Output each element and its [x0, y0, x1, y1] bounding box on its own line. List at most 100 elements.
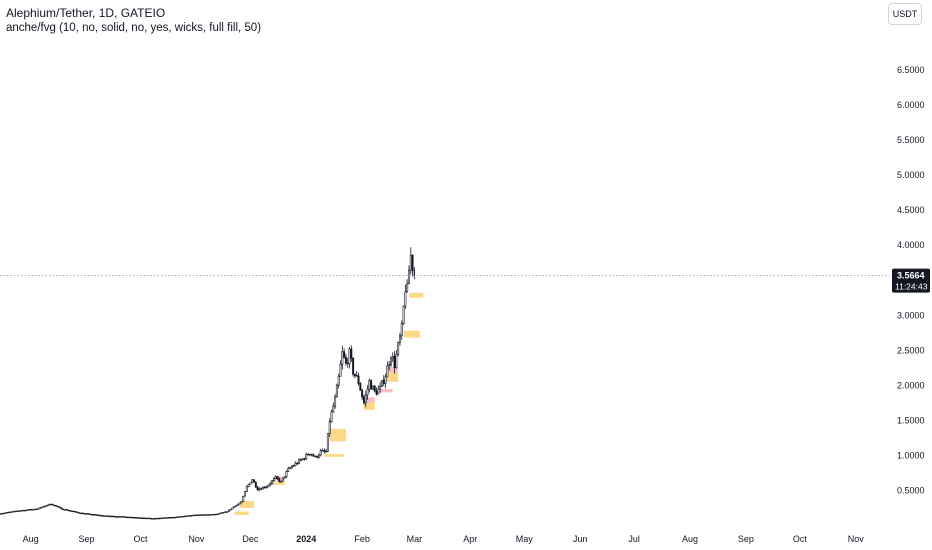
candle-body: [125, 516, 128, 518]
currency-button[interactable]: USDT: [888, 3, 922, 25]
symbol-title[interactable]: Alephium/Tether, 1D, GATEIO: [6, 6, 166, 20]
candle-body: [218, 512, 221, 515]
candle-body: [235, 505, 237, 507]
candle-body: [80, 512, 83, 515]
time-axis[interactable]: Aug Sep Oct Nov Dec 2024 Feb Mar Apr May Jun Jul Aug…: [23, 534, 865, 544]
candle-body: [13, 510, 16, 513]
time-tick-label: Aug: [23, 534, 39, 544]
candle-body: [334, 396, 337, 407]
candle-body: [63, 509, 66, 511]
bar-countdown: 11:24:43: [895, 282, 928, 292]
candle-body: [352, 358, 355, 375]
candle-body: [287, 467, 290, 472]
candle-body: [76, 511, 79, 514]
candle-body: [400, 323, 403, 337]
candle-body: [391, 356, 394, 359]
candle-body: [26, 509, 28, 511]
candle-body: [116, 516, 119, 518]
candle-body: [375, 390, 378, 395]
candle-body: [245, 486, 248, 492]
candle-body: [233, 506, 236, 509]
fvg-zone-bullish: [270, 481, 285, 485]
candle-body: [204, 514, 207, 516]
time-tick-label: Nov: [188, 534, 205, 544]
candle-body: [388, 364, 391, 367]
candle-body: [227, 509, 230, 513]
candle-body: [316, 455, 319, 458]
candle-body: [253, 479, 256, 483]
candle-body: [128, 516, 131, 519]
candle-body: [148, 517, 151, 520]
candle-body: [173, 516, 176, 519]
candle-body: [139, 517, 142, 519]
candle-body: [123, 516, 126, 518]
fvg-zone-bearish: [380, 388, 393, 393]
candle-body: [251, 479, 254, 484]
candle-body: [368, 380, 371, 390]
time-tick-label: Apr: [463, 534, 477, 544]
candle-body: [402, 305, 405, 324]
candle-body: [53, 504, 56, 507]
fvg-zone-bullish: [363, 402, 375, 410]
candle-body: [197, 514, 200, 516]
candle-body: [321, 450, 324, 452]
candle-body: [337, 375, 340, 386]
indicator-legend[interactable]: anche/fvg (10, no, solid, no, yes, wicks…: [6, 22, 262, 34]
candle-body: [208, 514, 210, 516]
candle-body: [150, 518, 153, 520]
candle-body: [272, 478, 275, 482]
candle-body: [211, 513, 214, 516]
candle-body: [317, 454, 320, 458]
candle-body: [276, 476, 279, 479]
candle-body: [326, 433, 329, 452]
candle-body: [274, 476, 277, 479]
candle-body: [384, 376, 387, 384]
fvg-zones: [234, 292, 424, 515]
candle-body: [180, 516, 183, 518]
candle-body: [215, 513, 218, 516]
candle-body: [193, 514, 196, 517]
candle-body: [162, 517, 165, 519]
candle-body: [247, 483, 250, 487]
candle-body: [103, 515, 106, 517]
candle-body: [301, 458, 304, 461]
last-price-label-bg: [892, 268, 930, 293]
candle-body: [328, 421, 331, 434]
candle-body: [171, 516, 174, 519]
candle-body: [265, 486, 268, 488]
candle-body: [83, 513, 86, 515]
candle-body: [175, 516, 178, 518]
candle-body: [330, 411, 333, 422]
time-tick-label: 2024: [296, 534, 316, 544]
candle-body: [355, 375, 358, 377]
price-tick-label: 0.5000: [897, 485, 925, 495]
candle-body: [319, 450, 322, 456]
candle-body: [31, 508, 34, 511]
candle-body: [191, 514, 194, 517]
candle-body: [382, 380, 385, 384]
candle-body: [269, 483, 272, 486]
fvg-zone-bullish: [324, 454, 345, 457]
candle-body: [353, 373, 356, 376]
candle-body: [413, 270, 416, 276]
candle-body: [2, 512, 5, 515]
candle-body: [195, 514, 198, 517]
candle-body: [371, 385, 374, 390]
price-axis[interactable]: 0.50001.00001.50002.00002.50003.00003.50…: [897, 65, 925, 495]
candle-body: [244, 491, 246, 497]
price-tick-label: 4.0000: [897, 240, 925, 250]
candle-body: [67, 509, 70, 512]
candle-body: [281, 477, 284, 482]
candle-body: [209, 514, 212, 516]
candle-body: [397, 342, 400, 355]
candle-body: [290, 466, 293, 469]
candle-body: [17, 510, 19, 512]
candle-body: [146, 517, 149, 520]
candle-body: [314, 455, 317, 458]
candle-body: [6, 512, 9, 514]
candle-body: [289, 467, 292, 469]
candle-body: [4, 512, 7, 514]
candle-body: [386, 365, 389, 378]
candle-body: [18, 510, 21, 512]
